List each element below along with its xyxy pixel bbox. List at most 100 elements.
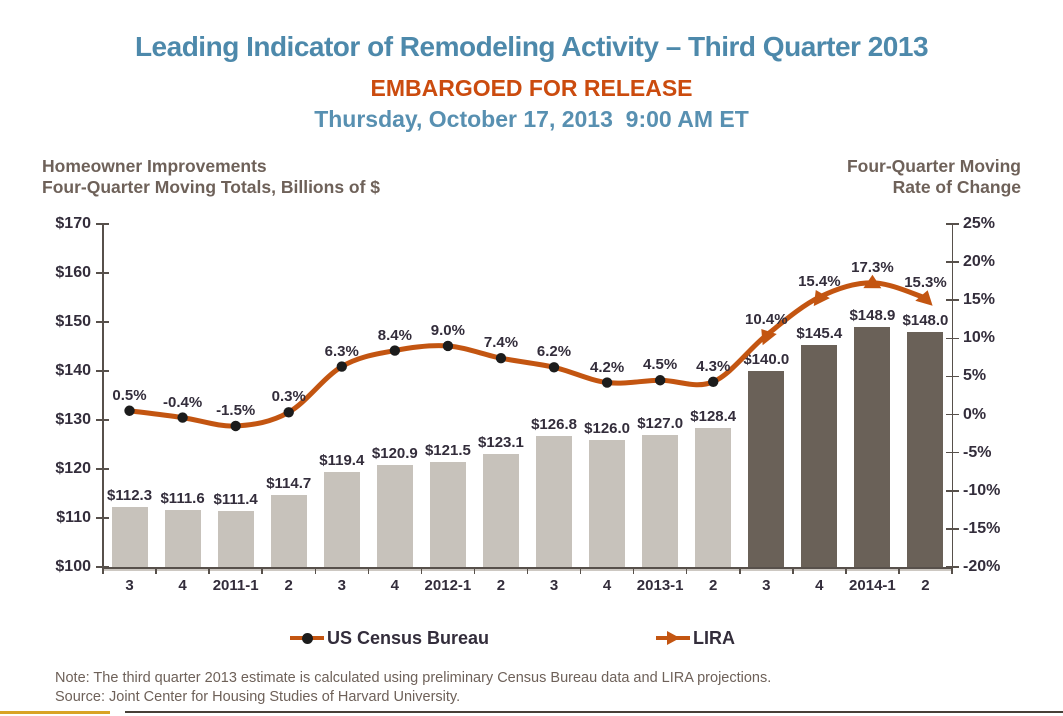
right-axis-tick (946, 451, 959, 454)
x-axis-tick (155, 567, 157, 574)
census-point-marker (230, 420, 241, 432)
bar-value-label: $119.4 (319, 451, 365, 469)
page-title: Leading Indicator of Remodeling Activity… (134, 31, 929, 62)
x-axis-label: 3 (549, 577, 559, 594)
bar (217, 511, 254, 567)
right-axis-tick (946, 490, 959, 492)
right-axis-tick (946, 223, 959, 225)
bar-value-label: $111.4 (213, 491, 258, 509)
left-axis-tick-label: $100 (55, 558, 91, 575)
x-axis-tick (102, 567, 104, 574)
right-axis-title-line1: Four-Quarter Moving (846, 156, 1021, 176)
line-point-label: 9.0% (430, 321, 465, 339)
lira-line-swatch (656, 630, 690, 645)
legend-label-census: US Census Bureau (327, 627, 490, 648)
x-axis-label: 2 (709, 577, 718, 594)
line-point-label: 4.2% (589, 358, 625, 376)
line-point-label: 4.3% (696, 357, 731, 375)
census-point-marker (708, 376, 719, 387)
x-axis-tick (845, 567, 847, 574)
right-axis-tick-label: 0% (963, 405, 987, 423)
source-text: Source: Joint Center for Housing Studies… (55, 689, 461, 705)
census-point-marker (548, 362, 560, 373)
left-axis-tick-label: $130 (55, 411, 91, 428)
right-axis-tick-label: -5% (963, 443, 992, 461)
bar (482, 453, 519, 567)
x-axis-tick (314, 567, 316, 574)
x-axis-label: 3 (762, 577, 771, 594)
right-axis-tick-label: -20% (963, 558, 1001, 575)
legend-item-us-census-bureau: US Census Bureau (290, 626, 489, 650)
line-point-label: 10.4% (745, 311, 788, 329)
line-point-label: 4.5% (643, 356, 678, 374)
right-axis-tick-label: -10% (963, 481, 1001, 499)
left-axis-tick-label: $140 (55, 362, 91, 379)
left-axis-tick (96, 468, 109, 470)
left-axis-tick (96, 321, 109, 323)
census-point-marker (495, 352, 507, 364)
line-point-label: 17.3% (851, 258, 894, 276)
left-y-axis (102, 224, 104, 567)
x-axis-label: 2012-1 (424, 577, 472, 594)
x-axis-tick (579, 567, 582, 574)
bar (270, 494, 307, 567)
x-axis-label: 4 (815, 577, 824, 594)
line-point-label: 7.4% (483, 334, 519, 352)
x-axis-label: 4 (390, 577, 400, 594)
x-axis-tick (420, 567, 423, 574)
x-axis-label: 3 (125, 577, 134, 594)
left-axis-tick-label: $160 (55, 264, 91, 281)
x-axis-tick (739, 567, 741, 574)
census-point-marker (336, 361, 347, 372)
bar (164, 510, 201, 567)
right-axis-tick-label: 10% (963, 329, 996, 347)
left-axis-title: Homeowner Improvements Four-Quarter Movi… (42, 156, 380, 198)
left-axis-tick-label: $110 (56, 509, 91, 526)
left-axis-tick (96, 223, 109, 225)
line-point-label: 15.3% (904, 273, 947, 291)
x-axis-tick (898, 567, 900, 574)
x-axis-label: 2 (921, 577, 930, 594)
x-axis-label: 2013-1 (636, 577, 684, 594)
line-point-label: 0.5% (112, 386, 147, 404)
bar-value-label: $145.4 (796, 324, 843, 342)
left-axis-tick (96, 517, 109, 519)
legend: US Census Bureau LIRA (0, 626, 1063, 650)
x-axis-tick (792, 567, 794, 574)
bar-value-label: $121.5 (424, 441, 471, 459)
right-axis-tick-label: 20% (963, 253, 996, 271)
census-point-marker (389, 345, 401, 356)
line-point-label: 15.4% (798, 273, 841, 291)
left-axis-tick-label: $120 (55, 460, 91, 477)
x-axis-label: 3 (337, 577, 346, 594)
left-axis-tick-label: $150 (55, 313, 91, 330)
left-axis-tick (96, 370, 109, 372)
bar (695, 427, 732, 567)
footer-gold-bar (0, 711, 110, 714)
right-axis-tick-label: 5% (963, 367, 987, 385)
bar (536, 435, 573, 567)
right-axis-tick-label: 25% (963, 215, 996, 232)
x-axis-tick (632, 567, 635, 574)
right-axis-tick (946, 337, 959, 340)
bar (589, 439, 626, 567)
footer-dark-bar (125, 711, 1063, 713)
x-axis-tick (526, 567, 529, 574)
x-axis-tick (685, 567, 688, 574)
right-axis-title-line2: Rate of Change (892, 177, 1021, 197)
x-axis-label: 4 (178, 577, 187, 594)
right-axis-tick (946, 528, 959, 530)
legend-label-lira: LIRA (693, 627, 735, 648)
x-axis-tick (473, 567, 476, 574)
census-point-marker (177, 412, 188, 423)
left-axis-title-line1: Homeowner Improvements (42, 156, 267, 176)
census-point-marker (283, 407, 294, 418)
x-axis-label: 2014-1 (849, 577, 896, 594)
bar (642, 434, 679, 567)
x-axis-tick (951, 567, 953, 574)
line-point-label: 8.4% (377, 326, 412, 344)
right-axis-tick-label: 15% (963, 291, 996, 309)
bar-value-label: $128.4 (690, 407, 737, 425)
bar-value-label: $111.6 (160, 490, 205, 508)
